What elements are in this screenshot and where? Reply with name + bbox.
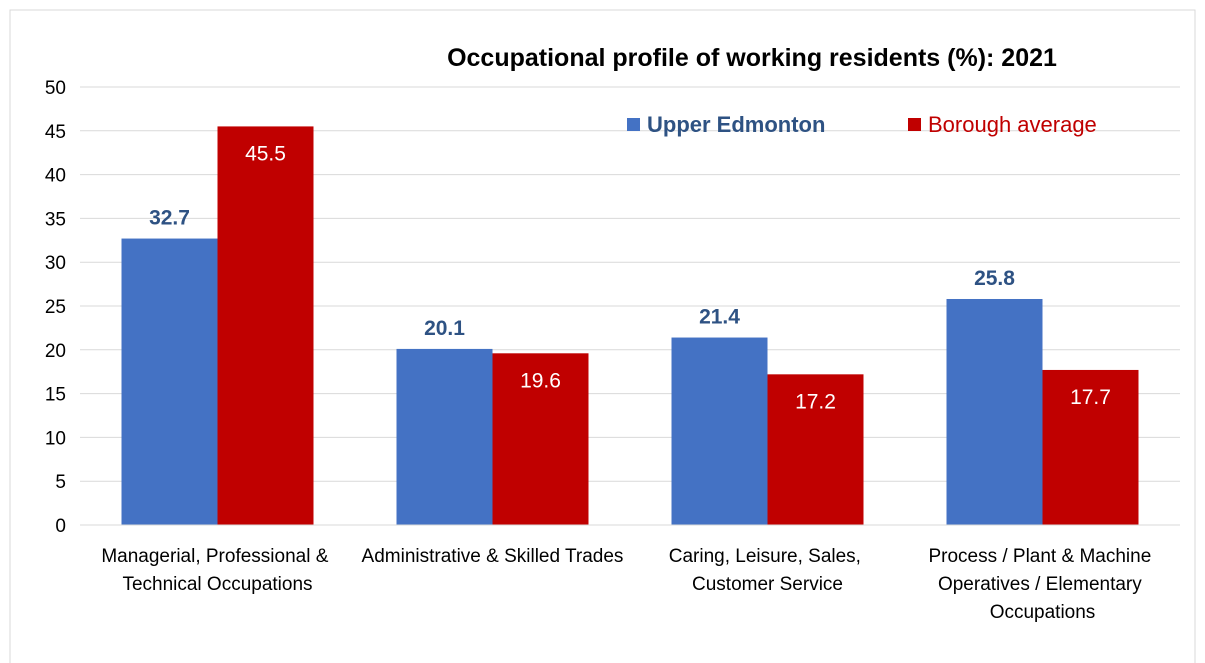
value-label: 25.8 (974, 267, 1015, 290)
value-label: 17.7 (1070, 386, 1111, 409)
y-tick-label: 20 (45, 341, 66, 362)
x-tick-label: Caring, Leisure, Sales, Customer Service (669, 546, 867, 595)
y-tick-label: 45 (45, 122, 66, 143)
x-tick-label: Managerial, Professional & Technical Occ… (101, 546, 333, 595)
legend-label: Borough average (928, 112, 1097, 137)
legend-swatch (627, 118, 640, 131)
x-tick-label: Process / Plant & Machine Operatives / E… (928, 546, 1156, 623)
legend-swatch (908, 118, 921, 131)
bar (217, 126, 314, 526)
legend-label: Upper Edmonton (647, 112, 825, 137)
y-tick-label: 0 (55, 516, 66, 537)
y-tick-label: 30 (45, 253, 66, 274)
y-tick-label: 35 (45, 209, 66, 230)
bar (396, 348, 493, 525)
bar (671, 337, 768, 525)
bar (767, 374, 864, 525)
bar (1042, 369, 1139, 525)
x-tick-label: Administrative & Skilled Trades (362, 546, 624, 567)
value-label: 45.5 (245, 142, 286, 165)
chart-title: Occupational profile of working resident… (447, 44, 1057, 72)
value-label: 20.1 (424, 317, 465, 340)
value-label: 32.7 (149, 207, 190, 230)
value-label: 19.6 (520, 369, 561, 392)
y-tick-label: 50 (45, 78, 66, 99)
y-tick-label: 40 (45, 166, 66, 187)
bar (492, 353, 589, 525)
bar (946, 298, 1043, 525)
y-tick-label: 25 (45, 297, 66, 318)
y-tick-label: 15 (45, 385, 66, 406)
bar (121, 238, 218, 525)
value-label: 21.4 (699, 306, 740, 329)
value-label: 17.2 (795, 390, 836, 413)
y-tick-label: 5 (55, 472, 66, 493)
y-tick-label: 10 (45, 428, 66, 449)
